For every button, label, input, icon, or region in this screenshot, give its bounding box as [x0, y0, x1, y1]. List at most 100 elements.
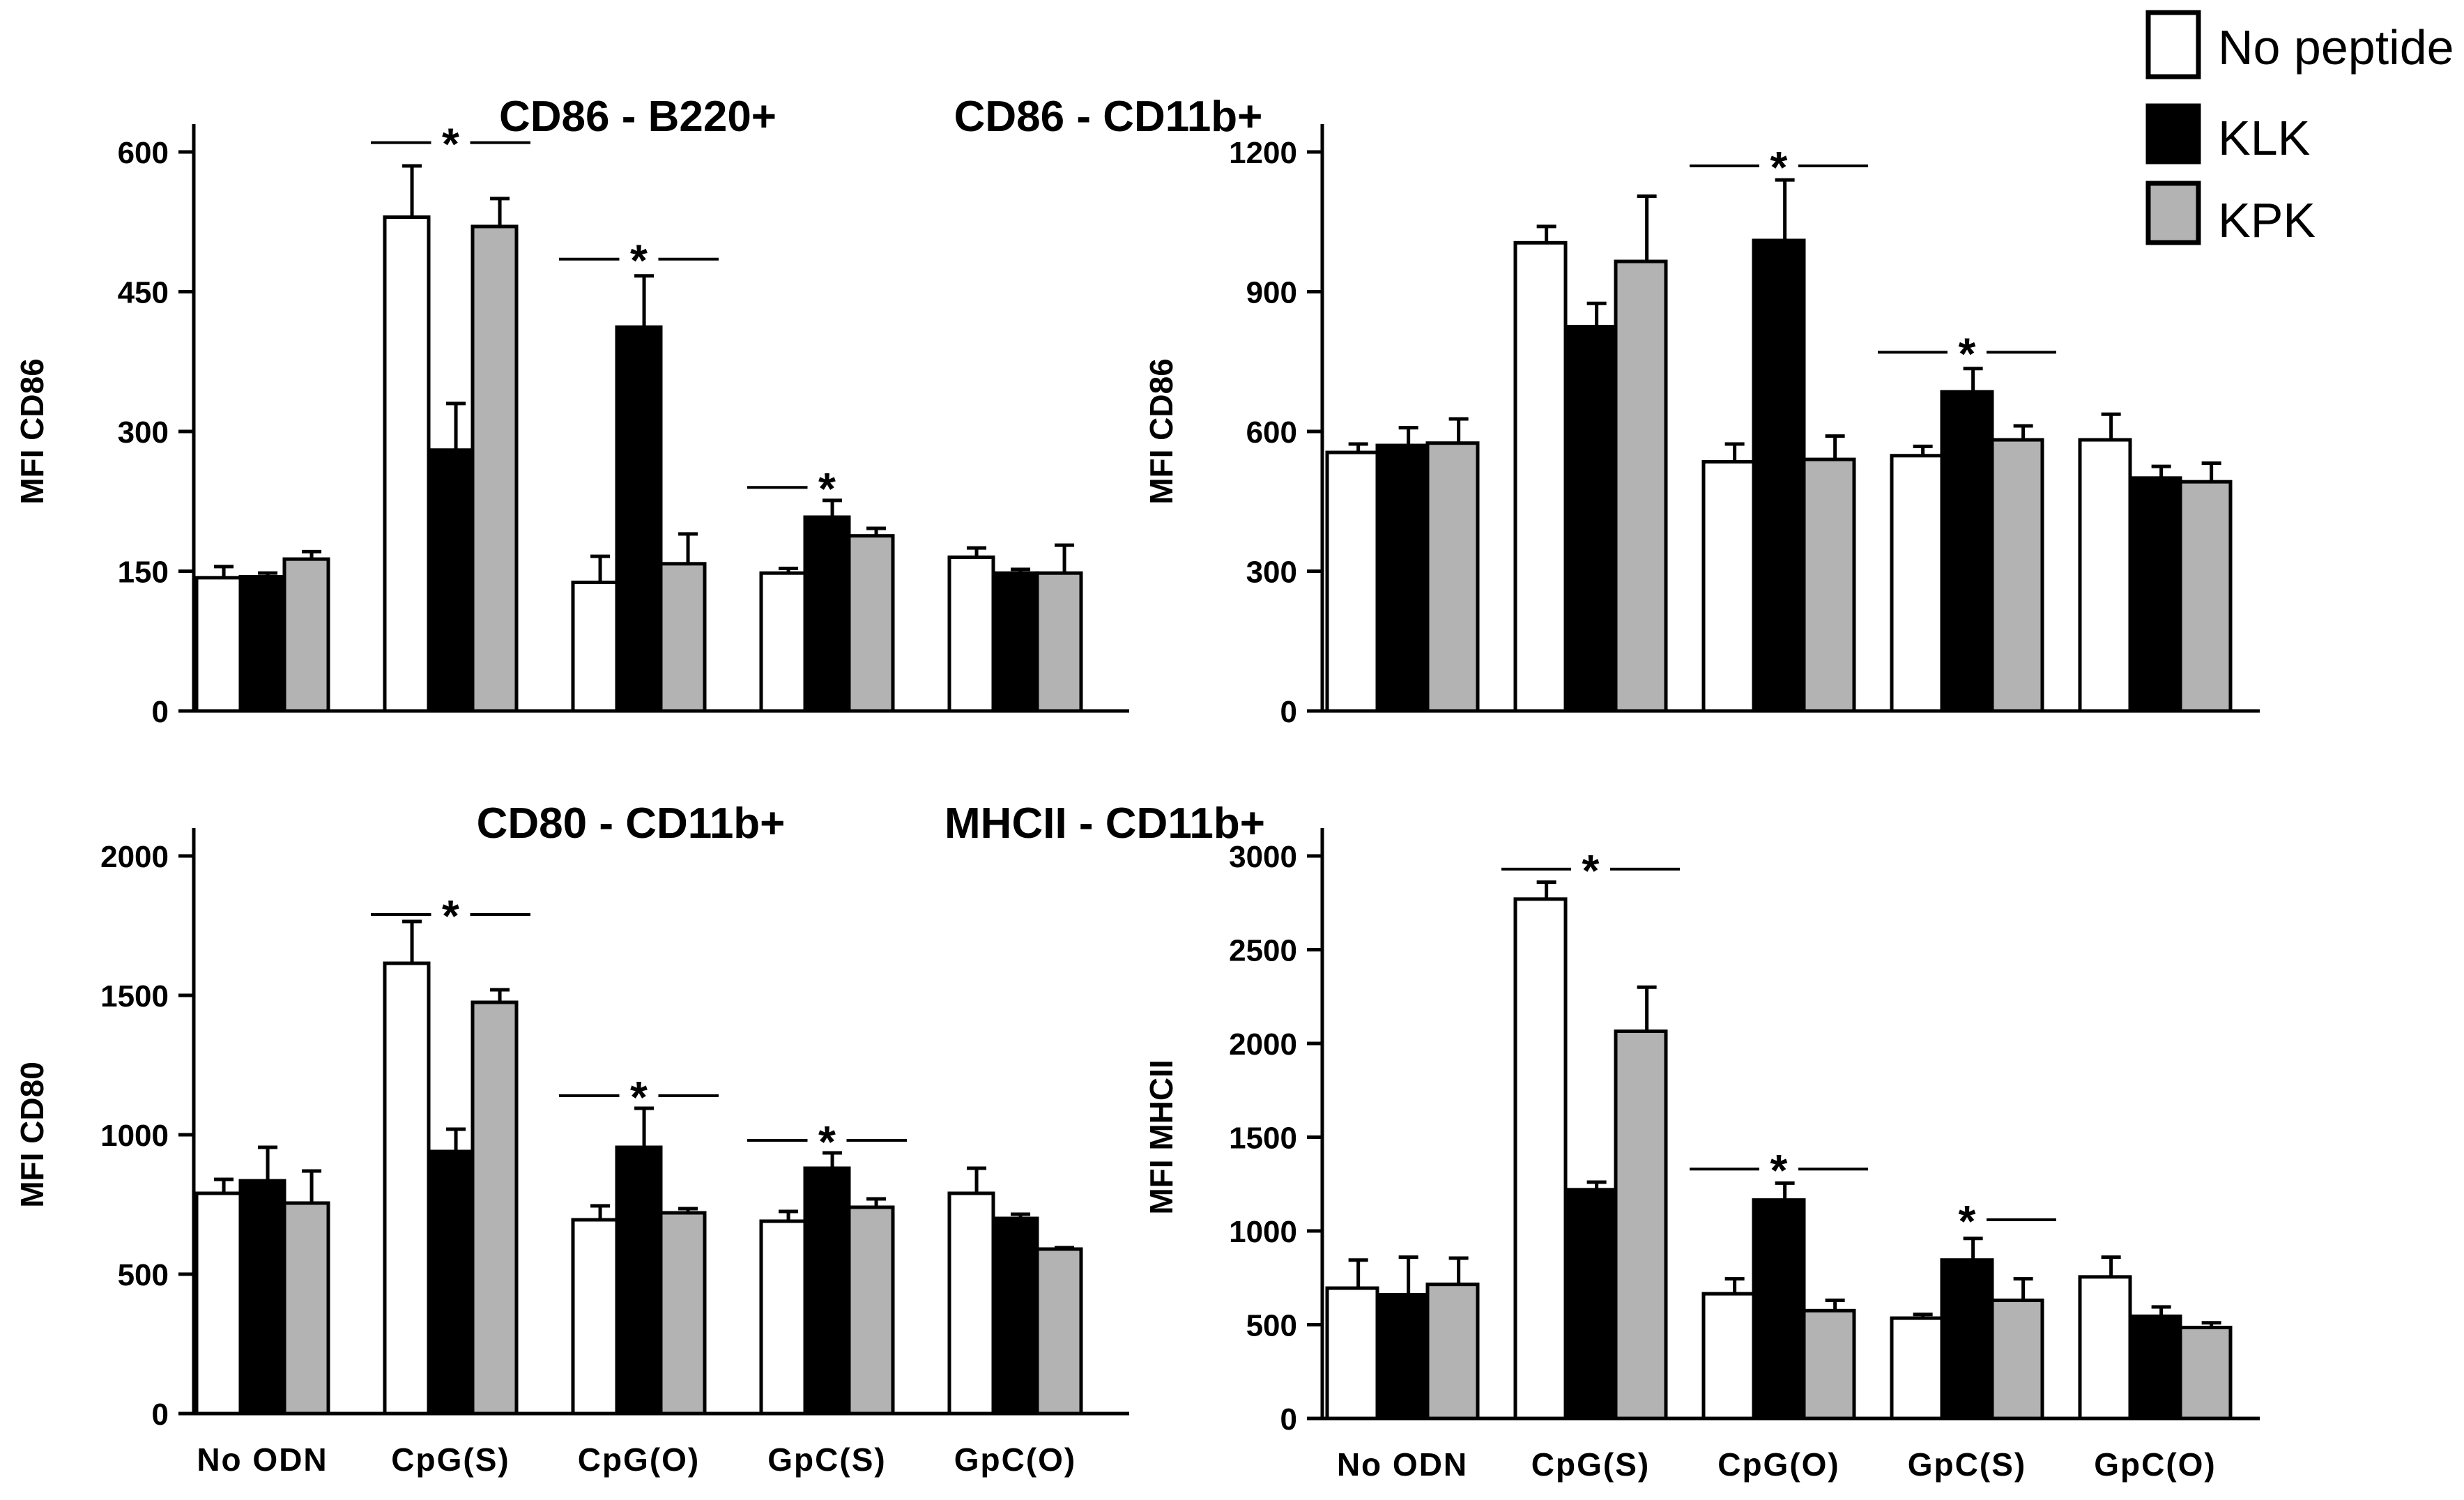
- significance-star: *: [818, 464, 836, 514]
- significance-star: *: [1959, 1196, 1976, 1246]
- significance-star: *: [1959, 328, 1976, 378]
- y-axis-label: MFI MHCII: [1143, 1059, 1179, 1214]
- y-tick-label: 2500: [1229, 934, 1297, 968]
- bar-cpg-o-klk: [1752, 238, 1806, 713]
- y-tick-label: 1500: [100, 979, 169, 1013]
- bar-cpg-o-kpk: [1802, 457, 1856, 713]
- bar-gpc-o-klk: [991, 1216, 1039, 1416]
- y-tick-label: 2000: [100, 840, 169, 874]
- bar-cpg-o-kpk: [1802, 1308, 1856, 1421]
- bar-cpg-o-no-peptide: [571, 1218, 619, 1416]
- bar-gpc-s-no-peptide: [759, 1219, 807, 1416]
- bar-no-odn-klk: [1375, 443, 1430, 713]
- bar-gpc-s-no-peptide: [759, 571, 807, 713]
- y-tick-label: 300: [1246, 556, 1297, 590]
- bar-gpc-s-kpk: [1990, 1299, 2044, 1421]
- bar-cpg-s-no-peptide: [1513, 897, 1568, 1421]
- bar-cpg-s-klk: [1563, 325, 1618, 713]
- bar-cpg-s-no-peptide: [383, 961, 431, 1416]
- y-tick-label: 1200: [1229, 136, 1297, 170]
- chart-panel-cd86-cd11b: CD86 - CD11b+ MFI CD86 0 300 600 900 1200 * *: [954, 93, 2260, 729]
- significance-star: *: [1770, 1145, 1788, 1195]
- y-axis-label: MFI CD86: [14, 358, 50, 505]
- significance-star: *: [630, 1072, 648, 1122]
- y-tick-label: 500: [118, 1258, 169, 1292]
- y-tick-label: 0: [152, 695, 169, 729]
- bar-cpg-s-kpk: [1614, 1030, 1668, 1421]
- bar-cpg-o-klk: [1752, 1198, 1806, 1421]
- bar-cpg-s-klk: [427, 1149, 475, 1416]
- y-axis-label: MFI CD86: [1143, 358, 1179, 505]
- legend-swatch-no-peptide: [2145, 10, 2201, 79]
- legend-label-kpk: KPK: [2218, 193, 2316, 247]
- bar-gpc-s-no-peptide: [1890, 454, 1944, 713]
- bar-gpc-o-kpk: [2178, 480, 2233, 713]
- bar-gpc-s-kpk: [847, 534, 895, 713]
- y-tick-label: 150: [118, 556, 169, 590]
- chart-title: CD86 - B220+: [499, 93, 776, 141]
- y-tick-label: 900: [1246, 276, 1297, 310]
- chart-panel-mhcii-cd11b: MHCII - CD11b+ MFI MHCII 0 500 1000 1500 2000 2…: [944, 799, 2260, 1483]
- bar-gpc-o-klk: [2128, 476, 2182, 713]
- bar-no-odn-kpk: [1425, 441, 1480, 713]
- x-tick-label-gpc-s: GpC(S): [1908, 1446, 2026, 1483]
- bar-no-odn-no-peptide: [1325, 1286, 1379, 1421]
- x-tick-label-cpg-o: CpG(O): [1717, 1446, 1840, 1483]
- bar-cpg-s-kpk: [1614, 259, 1668, 713]
- y-axis-label: MFI CD80: [14, 1062, 50, 1208]
- legend: No peptide KLK KPK: [2145, 10, 2454, 247]
- significance-star: *: [1770, 142, 1788, 192]
- bar-gpc-o-kpk: [1035, 1247, 1083, 1416]
- x-tick-label-cpg-s: CpG(S): [391, 1441, 510, 1478]
- chart-title: CD86 - CD11b+: [954, 93, 1263, 141]
- bar-gpc-o-kpk: [1035, 571, 1083, 713]
- y-tick-label: 300: [118, 415, 169, 450]
- y-tick-label: 0: [1280, 695, 1297, 729]
- bar-cpg-s-klk: [1563, 1188, 1618, 1421]
- x-tick-label-cpg-o: CpG(O): [578, 1441, 701, 1478]
- bar-gpc-o-klk: [991, 571, 1039, 713]
- bar-no-odn-klk: [238, 1179, 286, 1416]
- significance-star: *: [818, 1117, 836, 1167]
- bar-gpc-o-no-peptide: [2078, 1275, 2132, 1421]
- x-tick-label-cpg-s: CpG(S): [1531, 1446, 1650, 1483]
- y-tick-label: 0: [152, 1398, 169, 1432]
- y-tick-label: 450: [118, 276, 169, 310]
- bar-gpc-o-no-peptide: [2078, 438, 2132, 713]
- bar-gpc-o-no-peptide: [947, 555, 995, 713]
- y-tick-label: 600: [118, 136, 169, 170]
- y-tick-label: 500: [1246, 1309, 1297, 1343]
- y-tick-label: 3000: [1229, 840, 1297, 874]
- bar-gpc-s-klk: [803, 515, 851, 713]
- bar-no-odn-no-peptide: [194, 576, 243, 713]
- bar-gpc-s-klk: [1940, 1258, 1994, 1421]
- bar-cpg-s-no-peptide: [383, 215, 431, 713]
- bar-cpg-s-kpk: [470, 1000, 519, 1416]
- chart-title: CD80 - CD11b+: [477, 799, 786, 848]
- y-tick-label: 1000: [1229, 1215, 1297, 1249]
- x-tick-label-no-odn: No ODN: [197, 1441, 328, 1478]
- chart-title: MHCII - CD11b+: [944, 799, 1265, 848]
- bar-gpc-s-kpk: [1990, 438, 2044, 713]
- x-tick-label-gpc-o: GpC(O): [2094, 1446, 2217, 1483]
- bar-no-odn-kpk: [282, 1201, 330, 1416]
- y-tick-label: 1000: [100, 1119, 169, 1153]
- legend-label-no-peptide: No peptide: [2218, 20, 2454, 75]
- bar-cpg-o-kpk: [659, 562, 707, 713]
- bar-gpc-s-kpk: [847, 1205, 895, 1416]
- bar-gpc-o-kpk: [2178, 1326, 2233, 1421]
- legend-swatch-kpk: [2145, 181, 2201, 245]
- bar-no-odn-klk: [1375, 1292, 1430, 1421]
- chart-panel-cd86-b220: CD86 - B220+ MFI CD86 0 150 300 450 600 * * *: [14, 93, 1129, 729]
- y-tick-label: 1500: [1229, 1122, 1297, 1156]
- bar-cpg-o-kpk: [659, 1211, 707, 1416]
- bar-no-odn-kpk: [282, 557, 330, 713]
- bar-gpc-s-klk: [1940, 390, 1994, 713]
- y-tick-label: 2000: [1229, 1027, 1297, 1062]
- bar-no-odn-kpk: [1425, 1283, 1480, 1421]
- bar-gpc-o-no-peptide: [947, 1191, 995, 1416]
- significance-star: *: [630, 236, 648, 286]
- x-tick-label-gpc-o: GpC(O): [954, 1441, 1077, 1478]
- bar-cpg-o-no-peptide: [1701, 1292, 1756, 1421]
